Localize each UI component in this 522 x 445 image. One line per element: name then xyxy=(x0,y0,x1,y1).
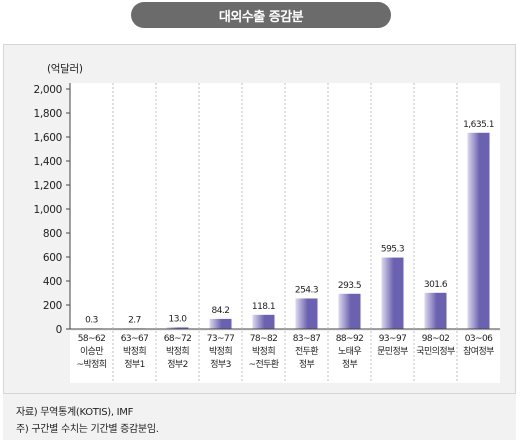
y-tick-label: 400 xyxy=(43,276,62,288)
x-tick-label: 63~67 박정희 정부1 xyxy=(121,334,148,370)
bar xyxy=(338,293,361,329)
chart-title: 대외수출 증감분 xyxy=(131,2,391,28)
data-label: 13.0 xyxy=(168,314,187,324)
y-tick-label: 1,200 xyxy=(33,180,62,192)
bar xyxy=(467,132,490,329)
y-tick-label: 1,400 xyxy=(33,156,62,168)
y-tick-label: 1,600 xyxy=(33,132,62,144)
x-tick-label: 78~82 박정희 ~전두환 xyxy=(249,334,279,370)
notes-box: 자료) 무역통계(KOTIS), IMF 주) 구간별 수치는 기간별 증감분임… xyxy=(3,393,516,440)
y-tick-label: 1,000 xyxy=(33,204,62,216)
bar xyxy=(209,318,232,329)
data-label: 301.6 xyxy=(424,280,448,290)
source-note: 자료) 무역통계(KOTIS), IMF xyxy=(16,407,134,418)
data-label: 293.5 xyxy=(338,281,361,291)
y-tick-label: 200 xyxy=(43,300,62,312)
y-unit-label: (억달러) xyxy=(47,63,83,75)
bar xyxy=(166,327,189,329)
bar xyxy=(424,292,447,329)
x-tick-label: 98~02 국민의정부 xyxy=(416,334,455,357)
data-label: 2.7 xyxy=(128,315,141,325)
data-label: 1,635.1 xyxy=(463,120,494,130)
remark-note: 주) 구간별 수치는 기간별 증감분임. xyxy=(16,424,159,435)
data-label: 84.2 xyxy=(211,306,229,316)
bar xyxy=(252,314,275,329)
x-tick-label: 83~87 전두환 정부 xyxy=(293,334,320,370)
x-tick-label: 93~97 문민정부 xyxy=(377,334,408,357)
bar xyxy=(381,257,404,329)
bar xyxy=(295,298,318,329)
x-tick-label: 88~92 노태우 정부 xyxy=(336,334,363,370)
data-label: 118.1 xyxy=(252,302,275,312)
y-tick-label: 1,800 xyxy=(33,108,62,120)
y-tick-label: 800 xyxy=(43,228,62,240)
y-tick-label: 600 xyxy=(43,252,62,264)
x-tick-label: 68~72 박정희 정부2 xyxy=(164,334,191,370)
x-tick-label: 58~62 이승만 ~박정희 xyxy=(77,334,107,370)
y-tick-label: 2,000 xyxy=(33,84,62,96)
data-label: 254.3 xyxy=(295,285,318,295)
x-tick-label: 73~77 박정희 정부3 xyxy=(207,334,234,370)
data-label: 595.3 xyxy=(381,245,404,255)
x-tick-label: 03~06 참여정부 xyxy=(463,334,494,357)
data-label: 0.3 xyxy=(85,315,98,325)
y-tick-label: 0 xyxy=(56,324,62,336)
